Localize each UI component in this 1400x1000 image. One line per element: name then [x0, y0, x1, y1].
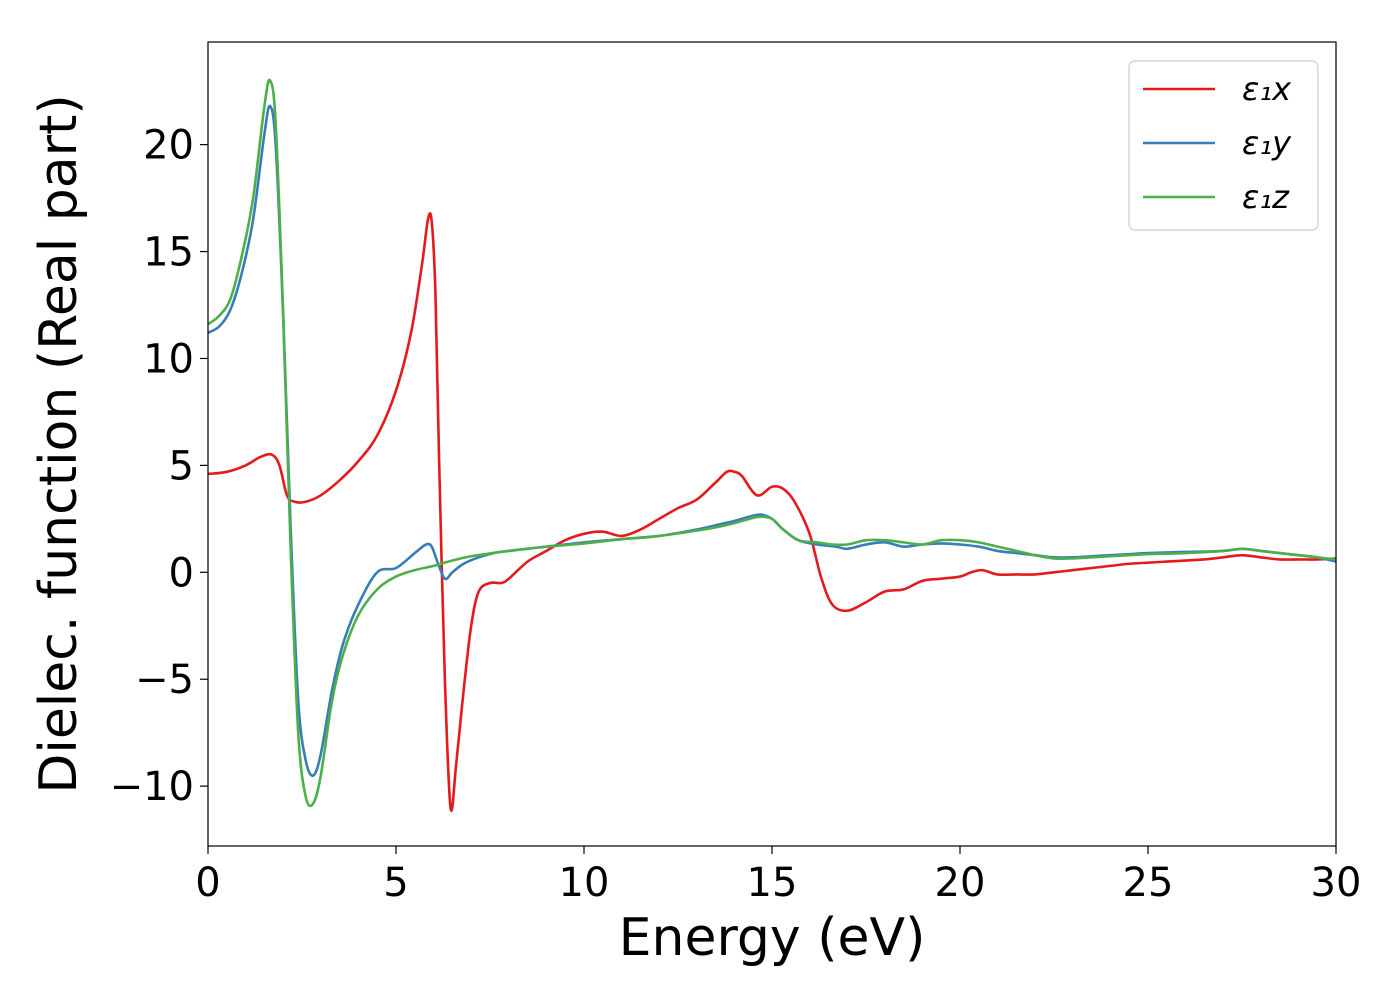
- x-tick-label: 30: [1311, 860, 1362, 906]
- x-tick-label: 10: [559, 860, 610, 906]
- series-line-3: [208, 78, 1336, 808]
- x-tick-label: 5: [383, 860, 408, 906]
- series-lines: [208, 78, 1336, 812]
- x-axis-label: Energy (eV): [619, 908, 926, 968]
- y-axis-ticks: −10 −5 0 5 10 15 20: [110, 123, 208, 810]
- y-tick-label: 15: [143, 230, 194, 276]
- x-tick-label: 25: [1123, 860, 1174, 906]
- y-tick-label: 0: [169, 550, 194, 596]
- y-tick-label: −5: [135, 657, 194, 703]
- x-tick-label: 0: [195, 860, 220, 906]
- series-line-1: [208, 212, 1336, 812]
- legend-label: ε₁y: [1242, 124, 1292, 162]
- y-tick-label: 5: [169, 443, 194, 489]
- x-axis-ticks: 0 5 10 15 20 25 30: [195, 846, 1361, 906]
- y-tick-label: 10: [143, 336, 194, 382]
- y-tick-label: 20: [143, 123, 194, 169]
- legend: ε₁x ε₁y ε₁z: [1128, 60, 1319, 231]
- y-tick-label: −10: [110, 764, 194, 810]
- legend-label: ε₁x: [1242, 70, 1292, 108]
- legend-box: [1128, 60, 1319, 231]
- y-axis-label: Dielec. function (Real part): [29, 94, 89, 793]
- legend-label: ε₁z: [1242, 178, 1290, 216]
- x-tick-label: 15: [747, 860, 798, 906]
- x-tick-label: 20: [935, 860, 986, 906]
